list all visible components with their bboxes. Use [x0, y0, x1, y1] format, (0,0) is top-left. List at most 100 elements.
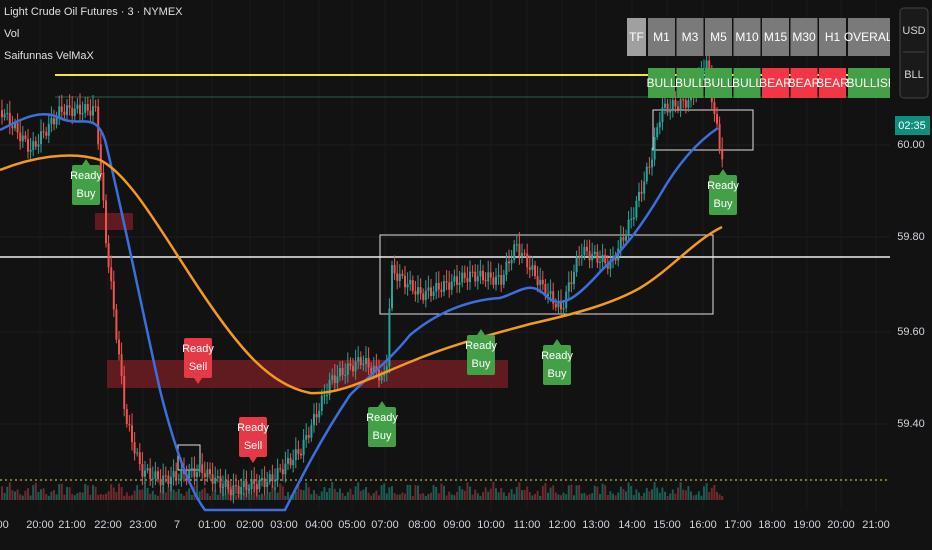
candle — [664, 103, 666, 108]
candle — [133, 442, 136, 454]
slow-ma — [0, 154, 723, 395]
volume-bar — [651, 489, 653, 500]
candle — [159, 479, 162, 486]
volume-bar — [531, 495, 534, 500]
volume-bar — [89, 494, 92, 500]
volume-bar — [492, 482, 495, 500]
candle — [656, 127, 659, 137]
signal-pointer — [378, 401, 386, 407]
candle — [393, 265, 396, 274]
candle — [172, 471, 175, 478]
volume-bar — [557, 494, 560, 500]
volume-bar — [508, 492, 510, 500]
volume-bar — [27, 488, 29, 500]
candle — [640, 191, 643, 194]
table-header-cell — [733, 18, 761, 56]
candle — [11, 125, 14, 129]
table-header-text: M15 — [764, 30, 788, 44]
table-cell — [848, 68, 895, 98]
volume-bar — [29, 495, 32, 500]
time-label: 11:00 — [514, 519, 541, 531]
candle — [157, 471, 159, 480]
candle — [630, 219, 633, 221]
volume-bar — [261, 493, 263, 500]
candle — [625, 234, 627, 241]
candle — [515, 244, 518, 246]
volume-bar — [713, 484, 716, 500]
time-label: 12:00 — [548, 519, 576, 531]
currency-panel[interactable] — [899, 7, 929, 99]
candle — [471, 271, 474, 273]
candle — [671, 100, 674, 110]
candle — [367, 358, 370, 368]
volume-bar — [417, 485, 419, 500]
candle — [300, 453, 302, 456]
candle — [318, 410, 321, 418]
candle — [190, 468, 193, 471]
volume-bar — [136, 485, 139, 500]
candle — [417, 287, 419, 295]
volume-bar — [84, 483, 87, 500]
time-label: 07:00 — [371, 519, 399, 531]
candle — [359, 357, 362, 366]
candle — [705, 60, 708, 72]
candle — [674, 100, 677, 107]
candle — [560, 301, 562, 310]
volume-bar — [180, 493, 183, 500]
candle — [567, 282, 570, 292]
table-header-text: M1 — [653, 30, 670, 44]
volume-bar — [632, 495, 635, 500]
volume-bar — [601, 483, 604, 500]
volume-bar — [419, 493, 422, 500]
candle — [411, 280, 414, 292]
volume-bar — [630, 486, 633, 500]
candle — [219, 476, 222, 488]
candle — [305, 435, 308, 440]
volume-bar — [99, 493, 102, 500]
candle — [107, 243, 110, 268]
candle — [643, 181, 646, 194]
candle — [302, 439, 305, 456]
time-label: 17:00 — [724, 519, 752, 531]
candle — [406, 284, 409, 288]
candle — [258, 479, 261, 490]
volume-bar — [154, 494, 157, 500]
candle — [276, 468, 279, 481]
volume-bar — [570, 484, 573, 500]
volume-bar — [263, 495, 266, 500]
volume-bar — [536, 490, 539, 500]
currency-button[interactable]: USD — [902, 25, 925, 37]
unit-button[interactable]: BLL — [904, 69, 924, 81]
volume-bar — [258, 494, 261, 500]
volume-bar — [554, 492, 557, 500]
volume-bar — [198, 491, 201, 500]
candle — [580, 255, 583, 258]
table-cell — [733, 68, 761, 98]
volume-bar — [461, 489, 464, 500]
candle — [287, 458, 289, 464]
candle — [497, 275, 500, 277]
volume-bar — [528, 492, 531, 500]
volume-bar — [185, 491, 188, 500]
candle — [669, 109, 672, 113]
price-label: 60.00 — [897, 139, 925, 151]
candle — [261, 478, 263, 480]
candle — [466, 277, 469, 283]
candle — [227, 480, 230, 490]
volume-bar — [305, 482, 308, 500]
volume-bar — [560, 495, 562, 500]
signal-pointer — [553, 339, 561, 345]
volume-bar — [549, 487, 552, 500]
volume-bar — [344, 495, 347, 500]
candle — [294, 449, 297, 460]
candle — [370, 367, 373, 374]
candle — [380, 375, 383, 381]
candle — [146, 468, 149, 471]
volume-bar — [128, 495, 131, 500]
candle — [534, 265, 536, 277]
candle — [588, 251, 591, 261]
volume-bar — [640, 495, 643, 500]
candle — [396, 273, 399, 281]
candle — [521, 253, 523, 257]
volume-bar — [578, 485, 581, 500]
